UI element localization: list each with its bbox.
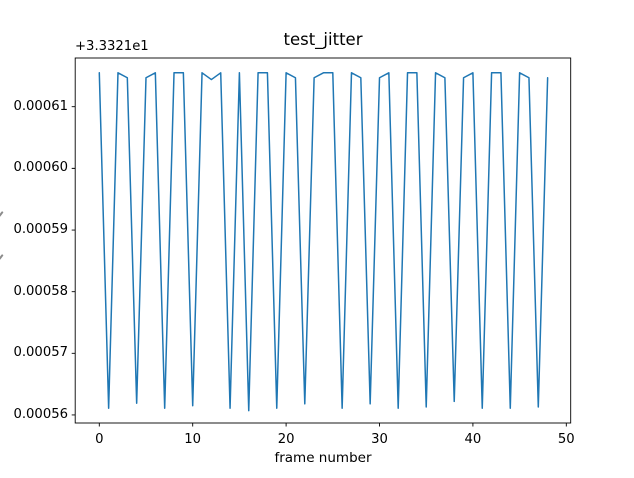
axes-frame xyxy=(74,57,572,424)
chart-title: test_jitter xyxy=(283,30,363,49)
jitter-line xyxy=(98,72,549,412)
x-tick-label: 0 xyxy=(95,432,104,447)
y-axis-offset-text: +3.3321e1 xyxy=(75,39,149,54)
x-tick-label: 40 xyxy=(464,432,482,447)
x-tick-label: 20 xyxy=(277,432,295,447)
y-tick-label: 0.00058 xyxy=(13,283,68,299)
tick-marks xyxy=(71,106,567,427)
y-tick-label: 0.00057 xyxy=(13,345,68,361)
y-tick-label: 0.00059 xyxy=(13,222,68,238)
x-axis-label: frame number xyxy=(274,450,372,466)
y-tick-label: 0.00061 xyxy=(13,98,68,114)
x-tick-label: 50 xyxy=(557,432,575,447)
y-tick-label: 0.00056 xyxy=(13,407,68,423)
x-tick-label: 30 xyxy=(371,432,388,447)
y-tick-label: 0.00060 xyxy=(13,160,68,176)
x-tick-label: 10 xyxy=(184,432,202,447)
